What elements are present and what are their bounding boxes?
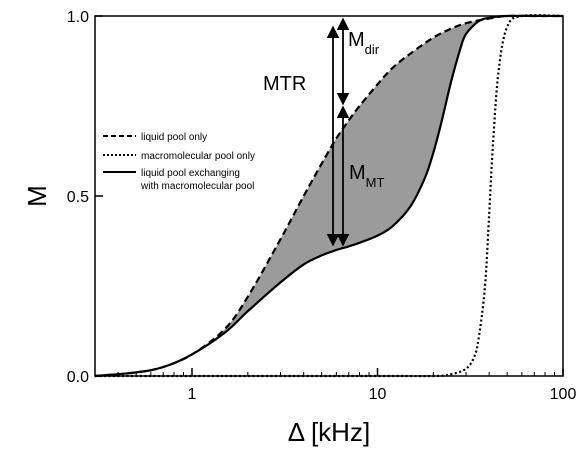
shaded-area-mtr (95, 15, 563, 376)
legend-label-macromolecular: macromolecular pool only (141, 151, 255, 162)
legend-label-exchanging: liquid pool exchanging with macromolecul… (140, 168, 254, 192)
mtr-label: MTR (263, 73, 306, 95)
y-tick-label: 0.5 (67, 189, 89, 206)
series-layer (94, 14, 564, 378)
series-line-solid (94, 14, 564, 378)
ticks-layer: 1 10 100 0.0 0.5 1.0 (67, 9, 577, 403)
y-tick-label: 0.0 (67, 369, 89, 386)
x-tick-label: 10 (369, 386, 387, 403)
x-tick-label: 1 (188, 386, 197, 403)
y-axis-title: M (22, 185, 52, 207)
y-tick-label: 1.0 (67, 9, 89, 26)
mmt-label: MMT (349, 162, 385, 190)
mdir-label: Mdir (348, 29, 380, 57)
legend-label-liquid: liquid pool only (141, 132, 207, 143)
annotations: MTR Mdir MMT (263, 17, 385, 247)
legend: liquid pool only macromolecular pool onl… (103, 132, 255, 192)
x-axis-title: Δ [kHz] (288, 417, 370, 447)
x-tick-label: 100 (550, 386, 577, 403)
